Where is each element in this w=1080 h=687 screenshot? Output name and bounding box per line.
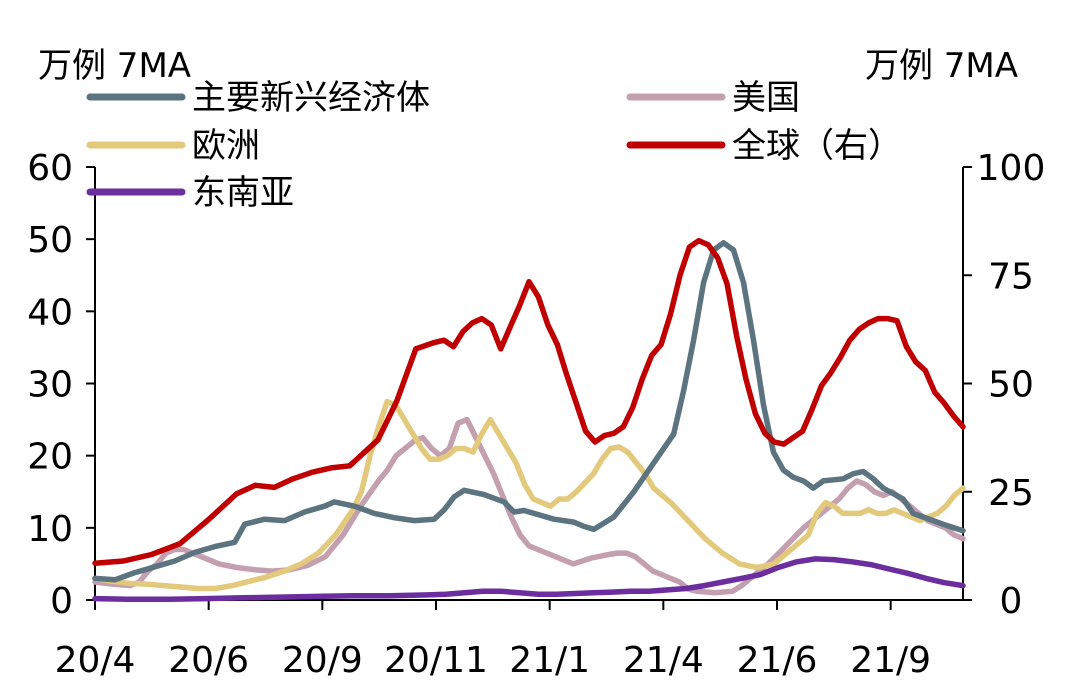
right-tick-label: 75 bbox=[988, 256, 1034, 297]
x-tick-label: 20/4 bbox=[55, 640, 136, 681]
x-tick-label: 20/9 bbox=[282, 640, 363, 681]
right-axis-unit: 万例 7MA bbox=[864, 46, 1018, 86]
axes: 0 10 20 30 40 50 60 0 25 50 75 100 20/4 20/6 20/9 20/11… bbox=[27, 148, 1045, 681]
left-tick-label: 50 bbox=[27, 220, 73, 261]
right-tick-label: 0 bbox=[1000, 581, 1023, 622]
series-line bbox=[92, 416, 966, 596]
left-tick-label: 60 bbox=[27, 148, 73, 189]
left-tick-label: 0 bbox=[50, 581, 73, 622]
x-tick-label: 20/6 bbox=[168, 640, 249, 681]
legend-label: 美国 bbox=[732, 78, 800, 118]
legend-label: 主要新兴经济体 bbox=[192, 78, 430, 118]
left-axis-unit: 万例 7MA bbox=[38, 46, 192, 86]
left-tick-label: 10 bbox=[27, 509, 73, 550]
left-tick-label: 30 bbox=[27, 365, 73, 406]
x-tick-label: 21/1 bbox=[509, 640, 590, 681]
legend-label: 全球（右） bbox=[732, 126, 902, 166]
series-line bbox=[92, 556, 966, 603]
right-tick-label: 25 bbox=[988, 473, 1034, 514]
left-tick-label: 20 bbox=[27, 437, 73, 478]
right-tick-label: 100 bbox=[977, 148, 1046, 189]
x-tick-label: 21/9 bbox=[850, 640, 931, 681]
series-line bbox=[92, 237, 966, 566]
x-tick-label: 20/11 bbox=[384, 640, 488, 681]
legend-label: 东南亚 bbox=[192, 173, 294, 213]
right-tick-label: 50 bbox=[988, 365, 1034, 406]
x-tick-label: 21/4 bbox=[623, 640, 704, 681]
x-tick-label: 21/6 bbox=[737, 640, 818, 681]
series-line bbox=[92, 240, 966, 583]
left-tick-label: 40 bbox=[27, 292, 73, 333]
series-line bbox=[92, 398, 966, 592]
series-lines bbox=[92, 237, 966, 603]
legend-label: 欧洲 bbox=[192, 126, 260, 166]
